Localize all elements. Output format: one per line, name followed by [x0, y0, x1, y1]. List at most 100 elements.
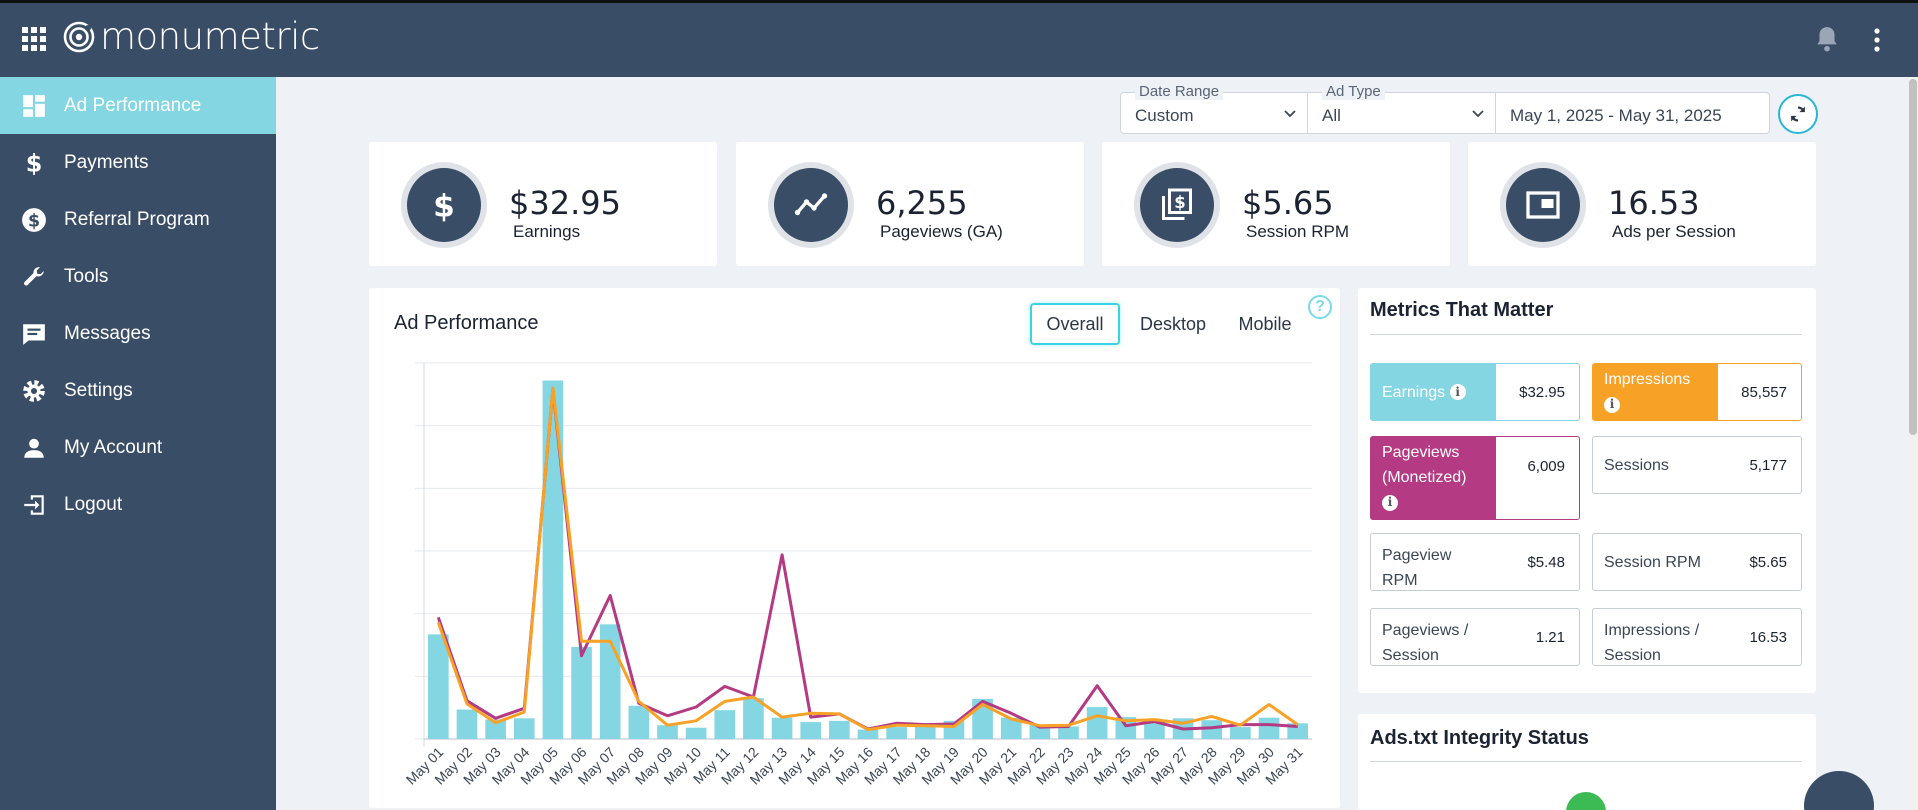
dollar-icon: $	[20, 149, 48, 177]
sidebar-item-ad-performance[interactable]: Ad Performance	[0, 77, 276, 134]
metric-session-rpm[interactable]: Session RPM $5.65	[1592, 533, 1802, 591]
chart-bar	[1230, 727, 1251, 739]
tab-mobile[interactable]: Mobile	[1238, 313, 1292, 334]
ad-type-value: All	[1322, 106, 1341, 125]
metric-value: $5.65	[1749, 553, 1787, 571]
date-range-select[interactable]: Date Range Custom	[1120, 84, 1308, 134]
card-title: Ad Performance	[394, 312, 539, 334]
metric-label: Earnings	[1382, 383, 1446, 401]
scrollbar[interactable]	[1908, 77, 1918, 810]
logout-icon	[20, 491, 48, 519]
stat-label: Pageviews (GA)	[880, 222, 1003, 241]
sidebar-item-referral-program[interactable]: $ Referral Program	[0, 191, 276, 248]
sidebar-item-label: Tools	[64, 265, 109, 287]
chart-series-line	[436, 387, 1298, 731]
chart-bar	[1058, 726, 1079, 739]
sidebar-item-settings[interactable]: Settings	[0, 362, 276, 419]
svg-text:$: $	[28, 211, 40, 231]
chart-bar	[485, 719, 506, 739]
metric-label: Session	[1604, 647, 1661, 664]
metric-value: 1.21	[1535, 628, 1565, 646]
chart-bar	[800, 722, 822, 739]
date-value: May 1, 2025 - May 31, 2025	[1510, 106, 1722, 125]
help-icon[interactable]: ?	[1308, 295, 1332, 319]
wrench-icon	[20, 263, 48, 291]
message-icon	[20, 320, 48, 348]
chart-bar	[1000, 717, 1022, 739]
chart-bar	[914, 725, 936, 739]
metric-label: Session	[1382, 647, 1439, 664]
stat-icon-ring: $	[401, 162, 487, 248]
stat-label: Earnings	[513, 222, 581, 241]
metrics-that-matter-card: Metrics That Matter Earnings i $32.95 Im…	[1358, 288, 1816, 693]
top-bar: monumetric	[0, 0, 1918, 77]
chart-bar	[542, 380, 564, 739]
apps-grid-icon[interactable]	[22, 27, 46, 51]
date-picker-input[interactable]: May 1, 2025 - May 31, 2025	[1496, 92, 1770, 134]
info-icon[interactable]: i	[1382, 494, 1398, 511]
metric-label-wrap: Pageviews / Session	[1371, 609, 1501, 665]
ad-type-select[interactable]: Ad Type All	[1308, 84, 1496, 134]
divider	[1370, 334, 1802, 335]
metric-pageviews-per-session[interactable]: Pageviews / Session 1.21	[1370, 608, 1580, 666]
more-vert-icon[interactable]	[1866, 27, 1888, 53]
metric-impressions-per-session[interactable]: Impressions / Session 16.53	[1592, 608, 1802, 666]
sidebar-item-payments[interactable]: $ Payments	[0, 134, 276, 191]
tab-desktop[interactable]: Desktop	[1139, 313, 1207, 334]
rpm-icon: $	[1162, 188, 1192, 220]
bell-icon[interactable]	[1814, 25, 1840, 53]
metric-label: Pageviews	[1382, 444, 1460, 461]
metric-label: Impressions /	[1604, 622, 1700, 639]
metric-label: Session RPM	[1604, 553, 1701, 571]
info-icon[interactable]: i	[1604, 396, 1620, 413]
metric-label-wrap: Pageviews (Monetized) i	[1371, 437, 1496, 519]
svg-text:$: $	[26, 150, 43, 176]
stat-value: $32.95	[509, 184, 621, 222]
ad-performance-card: May 01 May 02 May 03 May 04 May 05 May 06 May …	[369, 288, 1340, 808]
metric-label-wrap: Pageview RPM	[1371, 534, 1501, 590]
stat-card-session-rpm: $ $5.65 Session RPM	[1102, 142, 1450, 266]
sidebar-item-messages[interactable]: Messages	[0, 305, 276, 362]
chart-bar	[428, 634, 449, 739]
gear-icon	[20, 377, 48, 405]
chart-bar	[1086, 707, 1108, 739]
stat-value: 6,255	[876, 184, 968, 222]
metric-value: 16.53	[1749, 628, 1787, 646]
stat-icon-ring	[768, 162, 854, 248]
tab-overall[interactable]: Overall	[1030, 303, 1120, 345]
metric-sessions[interactable]: Sessions 5,177	[1592, 436, 1802, 494]
sidebar-item-label: Settings	[64, 379, 133, 401]
sidebar: Ad Performance $ Payments $ Referral Pro…	[0, 77, 276, 810]
sidebar-item-logout[interactable]: Logout	[0, 476, 276, 533]
chevron-down-icon	[1284, 110, 1296, 118]
chart-bar	[456, 709, 478, 739]
refresh-button[interactable]	[1778, 94, 1818, 134]
stat-card-pageviews: 6,255 Pageviews (GA)	[736, 142, 1084, 266]
metric-pageviews-monetized[interactable]: Pageviews (Monetized) i 6,009	[1370, 436, 1580, 520]
metric-impressions[interactable]: Impressions i 85,557	[1592, 363, 1802, 421]
chart-bar	[1115, 717, 1137, 739]
info-icon[interactable]: i	[1449, 384, 1466, 400]
chart-bar	[743, 698, 764, 739]
chevron-down-icon	[1472, 110, 1484, 118]
monumetric-logo-icon	[63, 21, 95, 52]
card-title: Ads.txt Integrity Status	[1370, 727, 1589, 749]
sidebar-item-label: Ad Performance	[64, 94, 202, 116]
chart-bar	[571, 646, 592, 739]
metric-pageview-rpm[interactable]: Pageview RPM $5.48	[1370, 533, 1580, 591]
ad-type-label: Ad Type	[1322, 84, 1385, 100]
metric-earnings[interactable]: Earnings i $32.95	[1370, 363, 1580, 421]
metric-label: Pageviews /	[1382, 622, 1469, 639]
chart-bar	[1029, 725, 1051, 739]
sidebar-item-tools[interactable]: Tools	[0, 248, 276, 305]
scrollbar-thumb[interactable]	[1909, 79, 1917, 435]
filter-bar: Date Range Custom Ad Type All May 1, 202…	[1120, 84, 1770, 134]
chart-bar	[1258, 717, 1280, 739]
metric-label-wrap: Earnings i	[1371, 364, 1496, 420]
sidebar-item-my-account[interactable]: My Account	[0, 419, 276, 476]
metric-label: Impressions	[1604, 371, 1691, 388]
stat-icon-ring: $	[1134, 162, 1220, 248]
brand-logo[interactable]: monumetric	[62, 15, 320, 58]
stat-icon-ring	[1500, 162, 1586, 248]
svg-text:$: $	[433, 188, 455, 222]
